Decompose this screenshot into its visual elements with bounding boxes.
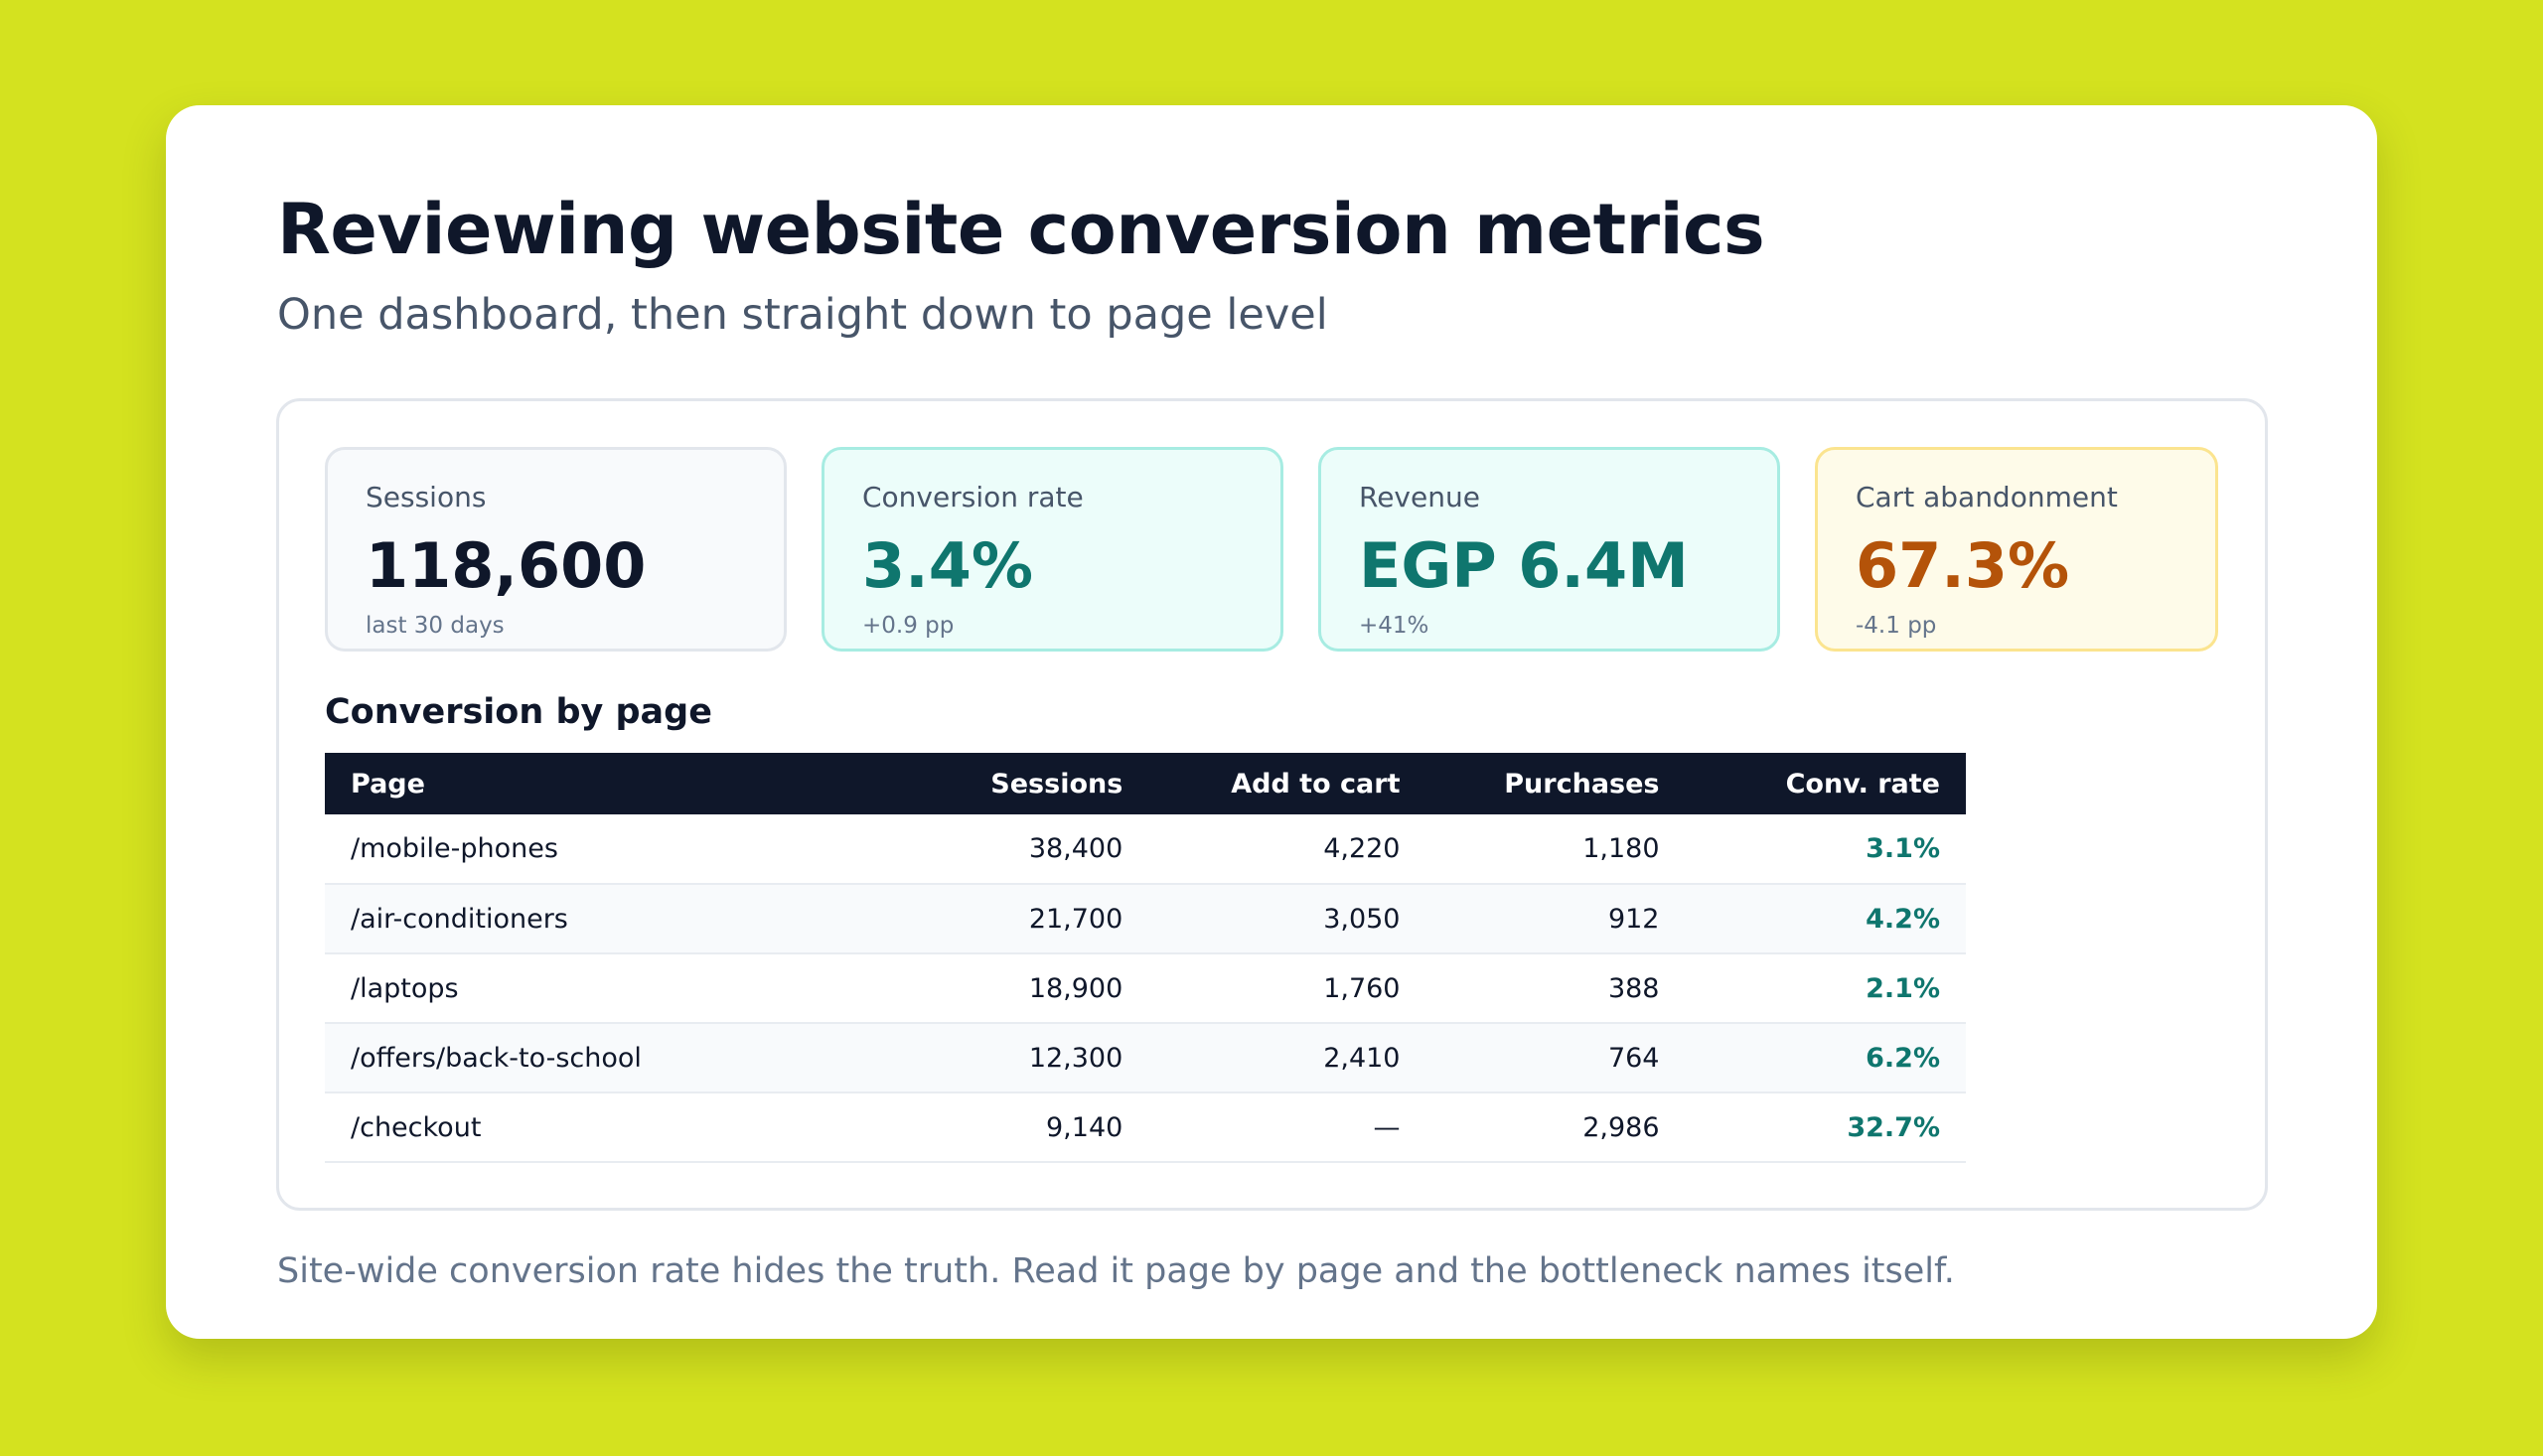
metric-card-sessions: Sessions 118,600 last 30 days (325, 447, 787, 652)
cell-page: /offers/back-to-school (351, 1042, 642, 1074)
dashboard-panel: Sessions 118,600 last 30 days Conversion… (276, 398, 2268, 1211)
cell-page: /mobile-phones (351, 833, 558, 864)
table-row[interactable]: /air-conditioners 21,700 3,050 912 4.2% (325, 884, 1966, 953)
cell-page: /laptops (351, 972, 459, 1004)
footer-caption: Site-wide conversion rate hides the trut… (277, 1251, 1955, 1291)
cell-sessions: 18,900 (1028, 972, 1123, 1004)
table-row[interactable]: /offers/back-to-school 12,300 2,410 764 … (325, 1023, 1966, 1092)
cell-purchases: 764 (1607, 1042, 1660, 1074)
cell-conv-rate: 6.2% (1866, 1042, 1940, 1074)
cell-purchases: 912 (1607, 903, 1660, 935)
metric-value: EGP 6.4M (1359, 529, 1689, 602)
metric-card-conversion-rate: Conversion rate 3.4% +0.9 pp (822, 447, 1283, 652)
cell-purchases: 2,986 (1582, 1111, 1660, 1143)
cell-add-to-cart: 3,050 (1323, 903, 1401, 935)
metric-label: Conversion rate (862, 481, 1084, 513)
conversion-table: Page Sessions Add to cart Purchases Conv… (325, 753, 1966, 1163)
cell-add-to-cart: 4,220 (1323, 833, 1401, 864)
cell-conv-rate: 3.1% (1866, 833, 1940, 864)
metric-label: Sessions (366, 481, 487, 513)
cell-sessions: 9,140 (1046, 1111, 1123, 1143)
cell-conv-rate: 32.7% (1847, 1111, 1940, 1143)
metric-card-cart-abandonment: Cart abandonment 67.3% -4.1 pp (1815, 447, 2218, 652)
dashboard-card: Reviewing website conversion metrics One… (166, 105, 2377, 1339)
table-row[interactable]: /laptops 18,900 1,760 388 2.1% (325, 953, 1966, 1023)
page-subtitle: One dashboard, then straight down to pag… (277, 290, 1328, 340)
metric-note: last 30 days (366, 613, 505, 639)
column-header-purchases[interactable]: Purchases (1504, 768, 1660, 800)
column-header-conv-rate[interactable]: Conv. rate (1785, 768, 1940, 800)
column-header-add-to-cart[interactable]: Add to cart (1231, 768, 1401, 800)
metric-card-revenue: Revenue EGP 6.4M +41% (1318, 447, 1780, 652)
cell-add-to-cart: 2,410 (1323, 1042, 1401, 1074)
table-header-row: Page Sessions Add to cart Purchases Conv… (325, 753, 1966, 814)
metric-cards: Sessions 118,600 last 30 days Conversion… (325, 447, 2218, 652)
cell-sessions: 12,300 (1028, 1042, 1123, 1074)
cell-page: /checkout (351, 1111, 482, 1143)
metric-label: Revenue (1359, 481, 1480, 513)
cell-add-to-cart: 1,760 (1323, 972, 1401, 1004)
metric-value: 118,600 (366, 529, 647, 602)
cell-sessions: 38,400 (1028, 833, 1123, 864)
column-header-page[interactable]: Page (351, 768, 425, 800)
table-title: Conversion by page (325, 692, 712, 732)
cell-conv-rate: 4.2% (1866, 903, 1940, 935)
cell-purchases: 388 (1607, 972, 1660, 1004)
metric-value: 67.3% (1856, 529, 2070, 602)
table-row[interactable]: /mobile-phones 38,400 4,220 1,180 3.1% (325, 814, 1966, 884)
page-title: Reviewing website conversion metrics (277, 189, 1765, 270)
cell-purchases: 1,180 (1582, 833, 1660, 864)
cell-conv-rate: 2.1% (1866, 972, 1940, 1004)
metric-note: +41% (1359, 613, 1429, 639)
column-header-sessions[interactable]: Sessions (990, 768, 1123, 800)
cell-add-to-cart: — (1373, 1111, 1401, 1143)
metric-note: +0.9 pp (862, 613, 955, 639)
metric-value: 3.4% (862, 529, 1033, 602)
table-row[interactable]: /checkout 9,140 — 2,986 32.7% (325, 1092, 1966, 1162)
metric-note: -4.1 pp (1856, 613, 1937, 639)
metric-label: Cart abandonment (1856, 481, 2118, 513)
cell-sessions: 21,700 (1028, 903, 1123, 935)
cell-page: /air-conditioners (351, 903, 568, 935)
